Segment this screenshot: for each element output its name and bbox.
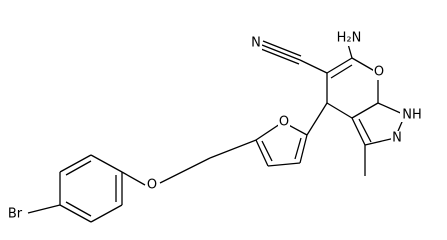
atom-labels: H₂N N O NH N O O Br <box>4 31 422 222</box>
bonds <box>27 40 406 223</box>
structure-diagram: H₂N N O NH N O O Br <box>4 30 422 223</box>
atom-label: H₂N <box>337 31 362 46</box>
atom-label: NH <box>402 108 422 123</box>
atom-label: O <box>279 115 289 130</box>
atom-label: O <box>374 65 384 80</box>
atom-label: Br <box>8 207 23 222</box>
atom-label: N <box>251 36 261 51</box>
atom-label: O <box>147 178 157 193</box>
atom-label: N <box>392 131 402 146</box>
